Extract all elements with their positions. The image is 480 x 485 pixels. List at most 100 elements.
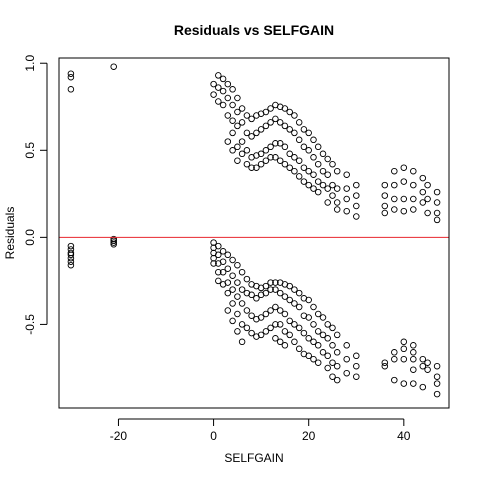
data-point	[210, 80, 217, 88]
data-point	[295, 157, 303, 164]
data-point	[234, 94, 241, 102]
x-tick-label: -20	[110, 429, 128, 443]
data-point	[224, 251, 232, 259]
data-point	[276, 338, 284, 346]
data-point	[215, 251, 222, 259]
data-point	[229, 147, 236, 154]
data-point	[272, 154, 279, 161]
data-point	[305, 181, 312, 189]
data-point	[353, 362, 360, 370]
data-point	[257, 160, 265, 168]
data-point	[234, 328, 241, 335]
data-point	[300, 178, 308, 185]
data-point	[215, 72, 222, 79]
data-point	[238, 119, 246, 126]
data-point	[224, 307, 232, 314]
data-point	[238, 150, 246, 158]
data-points	[67, 63, 441, 398]
data-point	[324, 352, 331, 360]
data-point	[424, 366, 431, 373]
chart-title: Residuals vs SELFGAIN	[174, 22, 334, 38]
data-point	[238, 138, 246, 145]
data-point	[319, 181, 327, 189]
data-point	[234, 279, 241, 286]
data-point	[281, 122, 289, 130]
data-point	[238, 338, 246, 346]
data-point	[262, 108, 270, 116]
data-point	[353, 373, 360, 380]
data-point	[262, 157, 270, 164]
data-point	[234, 293, 241, 300]
data-point	[219, 248, 227, 255]
data-point	[281, 160, 289, 168]
data-point	[391, 195, 398, 203]
data-point	[291, 167, 298, 175]
data-point	[295, 324, 303, 332]
data-point	[257, 150, 265, 158]
data-point	[310, 185, 317, 192]
data-point	[353, 352, 360, 360]
data-point	[300, 143, 308, 151]
data-point	[110, 239, 117, 246]
data-point	[248, 329, 255, 337]
data-point	[410, 366, 417, 373]
data-point	[329, 324, 336, 332]
data-point	[305, 296, 312, 304]
data-point	[276, 307, 284, 314]
data-point	[410, 206, 417, 213]
data-point	[329, 192, 336, 199]
data-point	[253, 295, 260, 302]
data-point	[391, 355, 398, 363]
data-point	[314, 178, 322, 185]
data-point	[215, 268, 222, 276]
data-point	[419, 199, 427, 206]
data-point	[353, 213, 360, 220]
data-point	[381, 202, 389, 210]
data-point	[310, 321, 317, 328]
data-point	[215, 242, 222, 250]
data-point	[424, 181, 431, 189]
data-point	[419, 362, 427, 370]
data-point	[400, 164, 408, 171]
data-point	[67, 258, 75, 265]
data-point	[433, 373, 441, 380]
data-point	[262, 282, 270, 290]
data-point	[329, 181, 336, 189]
data-point	[243, 275, 251, 283]
data-point	[110, 241, 117, 248]
data-point	[291, 300, 298, 307]
x-tick-label: 20	[302, 429, 316, 443]
data-point	[410, 181, 417, 189]
data-point	[314, 160, 322, 168]
x-axis-label: SELFGAIN	[224, 451, 283, 465]
data-point	[291, 286, 298, 293]
data-point	[248, 133, 255, 140]
data-point	[314, 328, 322, 335]
data-point	[391, 181, 398, 189]
data-point	[286, 126, 293, 133]
data-point	[424, 359, 431, 366]
data-point	[305, 147, 312, 154]
data-point	[333, 185, 341, 192]
data-point	[391, 349, 398, 356]
data-point	[324, 155, 331, 163]
data-point	[433, 380, 441, 387]
data-point	[333, 362, 341, 370]
data-point	[267, 324, 274, 332]
data-point	[67, 242, 75, 250]
data-point	[329, 160, 336, 168]
data-point	[400, 178, 408, 185]
data-point	[267, 105, 274, 112]
data-point	[229, 129, 236, 137]
data-point	[229, 101, 236, 109]
data-point	[433, 216, 441, 224]
data-point	[234, 310, 241, 318]
data-point	[286, 317, 293, 325]
data-point	[286, 108, 293, 116]
data-point	[314, 359, 322, 366]
data-point	[295, 303, 303, 311]
data-point	[210, 260, 217, 267]
data-point	[253, 164, 260, 171]
